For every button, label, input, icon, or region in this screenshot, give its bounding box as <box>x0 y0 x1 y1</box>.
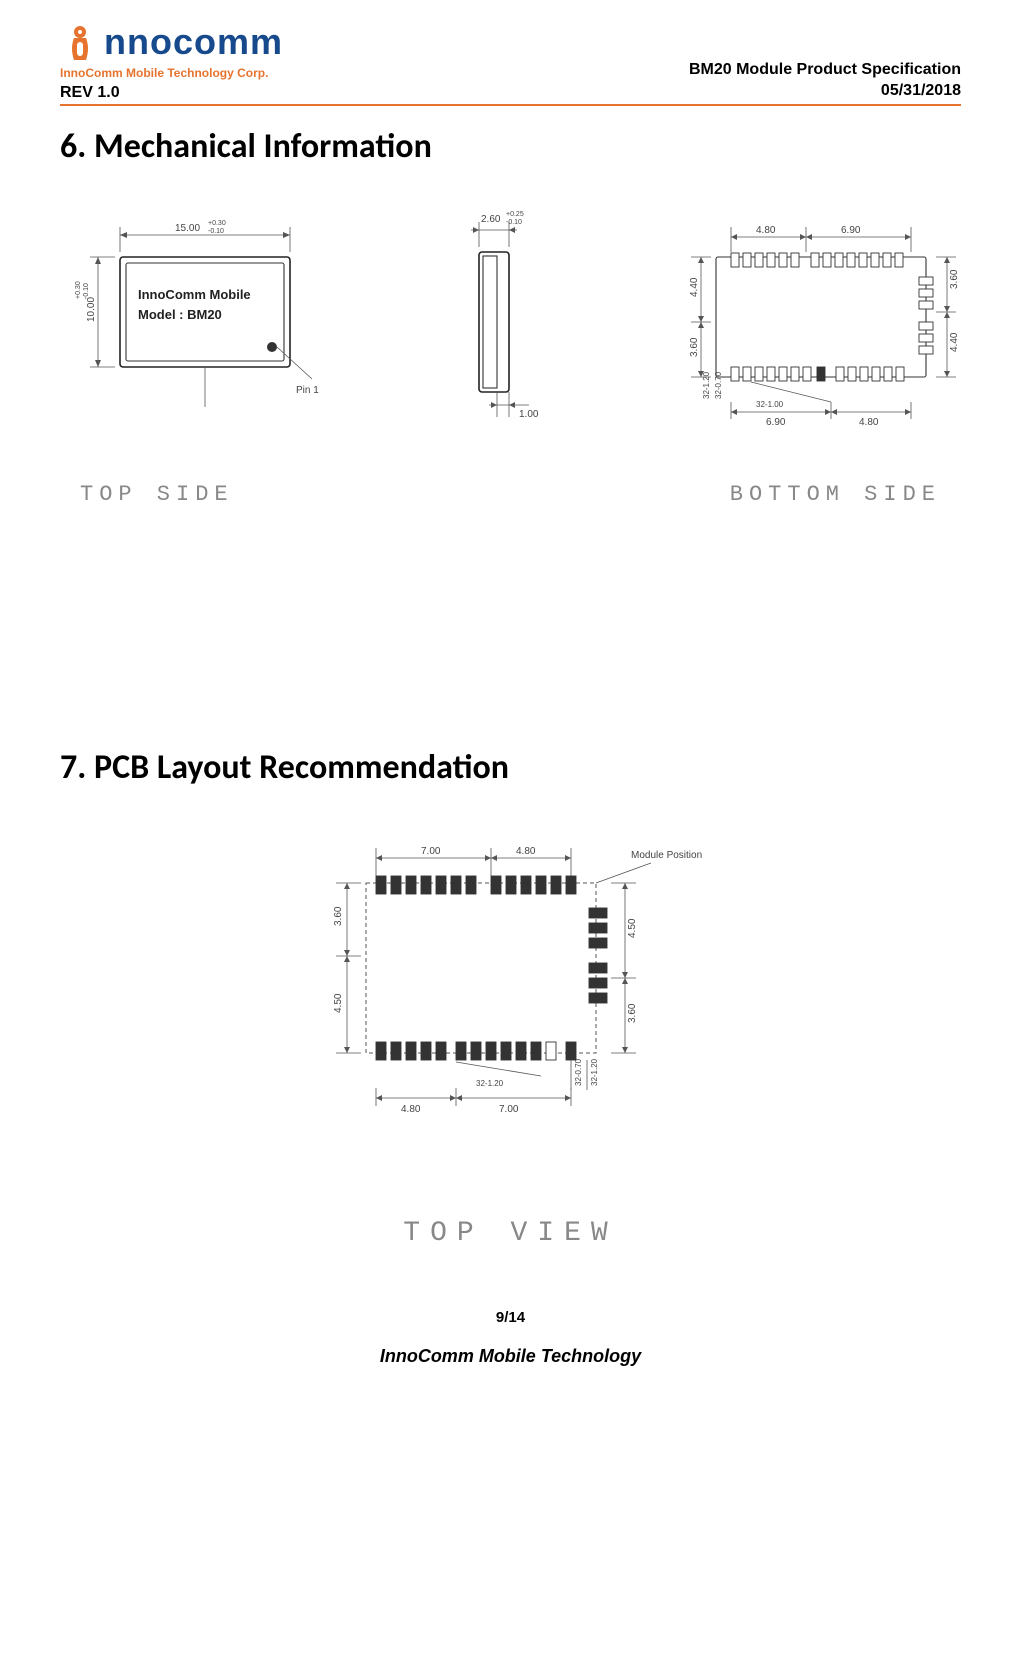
section-6-heading: 6. Mechanical Information <box>60 126 961 167</box>
svg-text:3.60: 3.60 <box>949 269 960 289</box>
svg-text:Pin 1: Pin 1 <box>296 385 319 396</box>
svg-text:4.50: 4.50 <box>333 993 344 1013</box>
svg-text:4.50: 4.50 <box>627 918 638 938</box>
bottom-side-drawing: 4.80 6.90 <box>661 207 961 452</box>
svg-text:4.80: 4.80 <box>516 846 536 857</box>
footer-company: InnoComm Mobile Technology <box>60 1346 961 1367</box>
svg-text:-0.10: -0.10 <box>506 219 522 226</box>
svg-text:Module Position: Module Position <box>631 850 702 861</box>
logo-block: nnocomm InnoComm Mobile Technology Corp.… <box>60 20 283 102</box>
svg-text:3.60: 3.60 <box>627 1003 638 1023</box>
svg-text:-0.10: -0.10 <box>208 228 224 235</box>
svg-text:InnoComm Mobile: InnoComm Mobile <box>138 287 251 302</box>
svg-text:10.00: 10.00 <box>86 297 97 322</box>
doc-date: 05/31/2018 <box>689 81 961 102</box>
svg-text:3.60: 3.60 <box>333 906 344 926</box>
page-footer: 9/14 InnoComm Mobile Technology <box>60 1309 961 1367</box>
svg-text:32-0.70: 32-0.70 <box>574 1058 583 1086</box>
svg-text:4.80: 4.80 <box>756 225 776 236</box>
pcb-layout-drawing: 7.00 4.80 Module Position <box>60 828 961 1249</box>
svg-text:2.60: 2.60 <box>481 214 501 225</box>
svg-text:+0.25: +0.25 <box>506 211 524 218</box>
svg-text:Model : BM20: Model : BM20 <box>138 307 222 322</box>
svg-text:+0.30: +0.30 <box>208 220 226 227</box>
svg-text:6.90: 6.90 <box>841 225 861 236</box>
svg-text:32-1.00: 32-1.00 <box>756 400 784 409</box>
top-view-label: TOP VIEW <box>403 1218 617 1249</box>
side-view-drawing: 2.60 +0.25 -0.10 1.00 <box>431 207 571 452</box>
svg-text:4.40: 4.40 <box>949 332 960 352</box>
svg-text:4.80: 4.80 <box>401 1104 421 1115</box>
doc-title: BM20 Module Product Specification <box>689 60 961 81</box>
svg-text:15.00: 15.00 <box>175 223 200 234</box>
page-number: 9/14 <box>60 1309 961 1326</box>
top-side-drawing: 15.00 +0.30 -0.10 10.00 +0.30 -0.10 Pin … <box>60 207 340 432</box>
svg-text:7.00: 7.00 <box>421 846 441 857</box>
svg-text:32-1.20: 32-1.20 <box>702 371 711 399</box>
logo-text: nnocomm <box>104 21 283 63</box>
svg-text:4.80: 4.80 <box>859 417 879 428</box>
bottom-side-label: BOTTOM SIDE <box>730 482 941 507</box>
section-7-heading: 7. PCB Layout Recommendation <box>60 747 961 788</box>
svg-text:6.90: 6.90 <box>766 417 786 428</box>
svg-text:4.40: 4.40 <box>689 277 700 297</box>
svg-text:32-1.20: 32-1.20 <box>476 1079 504 1088</box>
page-header: nnocomm InnoComm Mobile Technology Corp.… <box>60 20 961 106</box>
doc-title-block: BM20 Module Product Specification 05/31/… <box>689 60 961 102</box>
mechanical-drawings-row: 15.00 +0.30 -0.10 10.00 +0.30 -0.10 Pin … <box>60 207 961 452</box>
svg-text:32-1.20: 32-1.20 <box>590 1058 599 1086</box>
revision-label: REV 1.0 <box>60 84 283 102</box>
logo-icon <box>60 20 100 64</box>
svg-text:-0.10: -0.10 <box>83 283 90 299</box>
svg-text:3.60: 3.60 <box>689 337 700 357</box>
svg-text:1.00: 1.00 <box>519 409 539 420</box>
svg-text:7.00: 7.00 <box>499 1104 519 1115</box>
svg-text:32-0.70: 32-0.70 <box>714 371 723 399</box>
view-labels-row: TOP SIDE BOTTOM SIDE <box>80 482 941 507</box>
top-side-label: TOP SIDE <box>80 482 234 507</box>
svg-text:+0.30: +0.30 <box>75 281 82 299</box>
logo-tagline: InnoComm Mobile Technology Corp. <box>60 66 283 80</box>
